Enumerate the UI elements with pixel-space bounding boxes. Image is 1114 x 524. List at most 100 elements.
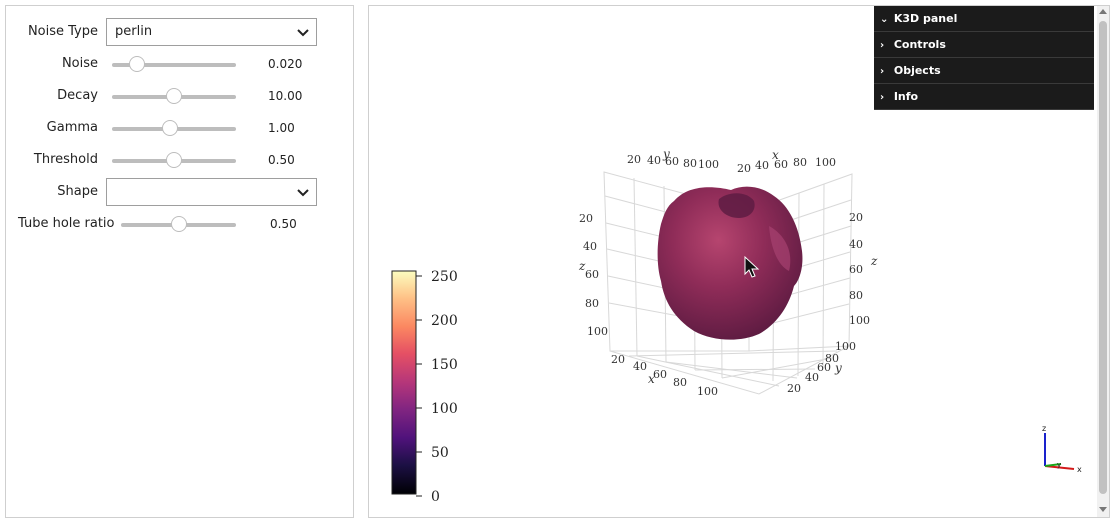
z-tick-label: 40 bbox=[849, 238, 863, 251]
y-tick-label: 100 bbox=[835, 340, 856, 353]
chevron-right-icon: › bbox=[880, 92, 885, 103]
z-tick-label: 20 bbox=[579, 212, 593, 225]
chevron-right-icon: › bbox=[880, 40, 885, 51]
tube-hole-ratio-slider[interactable] bbox=[121, 210, 236, 238]
tube-hole-ratio-label: Tube hole ratio bbox=[18, 216, 115, 231]
y-tick-label: 40 bbox=[647, 154, 661, 167]
z-axis-name: z bbox=[870, 254, 878, 268]
x-tick-label: 100 bbox=[815, 156, 836, 169]
gamma-label: Gamma bbox=[46, 120, 98, 135]
orientation-gizmo: z x y bbox=[1042, 424, 1082, 474]
k3d-plot-canvas[interactable]: 250 200 150 100 50 0 20 20 100 100 20 100 40 40 80 80 4… bbox=[368, 5, 1110, 518]
noise-value: 0.020 bbox=[268, 57, 303, 71]
scroll-up-arrow-icon[interactable] bbox=[1099, 9, 1107, 14]
k3d-objects-item[interactable]: › Objects bbox=[874, 58, 1094, 84]
colorbar-ticks: 250 200 150 100 50 0 bbox=[416, 269, 458, 505]
z-tick-label: 80 bbox=[585, 297, 599, 310]
shape-dropdown[interactable] bbox=[106, 178, 317, 206]
y-tick-label: 20 bbox=[787, 382, 801, 395]
gamma-value: 1.00 bbox=[268, 121, 295, 135]
noise-slider[interactable] bbox=[112, 50, 236, 78]
colorbar-tick-label: 0 bbox=[431, 489, 440, 505]
z-tick-label: 80 bbox=[849, 289, 863, 302]
x-axis-name: x bbox=[772, 148, 779, 162]
scrollbar[interactable] bbox=[1097, 6, 1109, 517]
y-tick-label: 20 bbox=[627, 153, 641, 166]
slider-thumb[interactable] bbox=[166, 152, 182, 168]
chevron-down-icon bbox=[297, 189, 309, 197]
z-tick-label: 20 bbox=[849, 211, 863, 224]
threshold-label: Threshold bbox=[33, 152, 98, 167]
x-tick-label: 40 bbox=[755, 159, 769, 172]
k3d-controls-label: Controls bbox=[893, 38, 946, 51]
noise-label: Noise bbox=[61, 56, 98, 71]
x-tick-label: 20 bbox=[737, 162, 751, 175]
y-tick-label: 80 bbox=[683, 157, 697, 170]
k3d-objects-label: Objects bbox=[893, 64, 941, 77]
noise-type-dropdown[interactable]: perlin bbox=[106, 18, 317, 46]
gizmo-z-label: z bbox=[1042, 424, 1046, 433]
decay-value: 10.00 bbox=[268, 89, 303, 103]
scrollbar-thumb[interactable] bbox=[1099, 21, 1107, 494]
z-tick-label: 40 bbox=[583, 240, 597, 253]
tube-hole-ratio-row: Tube hole ratio 0.50 bbox=[6, 210, 346, 238]
threshold-slider[interactable] bbox=[112, 146, 236, 174]
k3d-info-label: Info bbox=[893, 90, 919, 103]
x-tick-label: 20 bbox=[611, 353, 625, 366]
noise-type-row: Noise Type perlin bbox=[6, 18, 346, 46]
shape-label: Shape bbox=[57, 184, 98, 199]
noise-row: Noise 0.020 bbox=[6, 50, 346, 78]
colorbar-tick-label: 50 bbox=[431, 445, 449, 461]
k3d-panel-menu: ⌄ K3D panel › Controls › Objects › Info bbox=[874, 6, 1094, 110]
gizmo-y-label: y bbox=[1057, 461, 1061, 469]
decay-label: Decay bbox=[57, 88, 98, 103]
k3d-info-item[interactable]: › Info bbox=[874, 84, 1094, 110]
x-tick-label: 60 bbox=[774, 158, 788, 171]
gamma-slider[interactable] bbox=[112, 114, 236, 142]
threshold-value: 0.50 bbox=[268, 153, 295, 167]
z-tick-label: 100 bbox=[587, 325, 608, 338]
decay-slider[interactable] bbox=[112, 82, 236, 110]
slider-thumb[interactable] bbox=[128, 56, 145, 72]
colorbar-tick-label: 100 bbox=[431, 401, 458, 417]
y-tick-label: 60 bbox=[665, 155, 679, 168]
noise-type-value: perlin bbox=[115, 24, 153, 39]
y-tick-label: 80 bbox=[825, 352, 839, 365]
colorbar-tick-label: 150 bbox=[431, 357, 458, 373]
y-tick-label: 100 bbox=[698, 158, 719, 171]
y-axis-name: y bbox=[662, 147, 670, 161]
gamma-row: Gamma 1.00 bbox=[6, 114, 346, 142]
chevron-right-icon: › bbox=[880, 66, 885, 77]
controls-panel: Noise Type perlin Noise 0.020 Decay 10.0… bbox=[5, 5, 354, 518]
k3d-controls-item[interactable]: › Controls bbox=[874, 32, 1094, 58]
slider-thumb[interactable] bbox=[170, 216, 187, 232]
noise-type-label: Noise Type bbox=[27, 24, 98, 39]
x-tick-label: 60 bbox=[653, 368, 667, 381]
k3d-panel-header[interactable]: ⌄ K3D panel bbox=[874, 6, 1094, 32]
x-tick-label: 40 bbox=[633, 360, 647, 373]
x-tick-label: 100 bbox=[697, 385, 718, 398]
k3d-panel-title: K3D panel bbox=[893, 12, 958, 25]
mouse-cursor-icon bbox=[744, 255, 760, 278]
threshold-row: Threshold 0.50 bbox=[6, 146, 346, 174]
colorbar: 250 200 150 100 50 0 bbox=[391, 269, 458, 505]
colorbar-tick-label: 250 bbox=[431, 269, 458, 285]
scroll-down-arrow-icon[interactable] bbox=[1099, 507, 1107, 512]
shape-row: Shape bbox=[6, 178, 346, 206]
z-tick-label: 60 bbox=[585, 268, 599, 281]
x-tick-label: 80 bbox=[793, 156, 807, 169]
y-tick-label: 60 bbox=[817, 361, 831, 374]
chevron-down-icon bbox=[297, 29, 309, 37]
z-tick-label: 60 bbox=[849, 263, 863, 276]
colorbar-tick-label: 200 bbox=[431, 313, 458, 329]
x-tick-label: 80 bbox=[673, 376, 687, 389]
slider-thumb[interactable] bbox=[162, 120, 179, 136]
colorbar-gradient bbox=[391, 270, 417, 495]
slider-track bbox=[112, 63, 236, 67]
slider-thumb[interactable] bbox=[166, 88, 182, 104]
z-axis-name: z bbox=[578, 259, 586, 273]
isosurface bbox=[657, 186, 803, 340]
y-tick-label: 40 bbox=[805, 371, 819, 384]
x-axis-name: x bbox=[648, 372, 655, 386]
